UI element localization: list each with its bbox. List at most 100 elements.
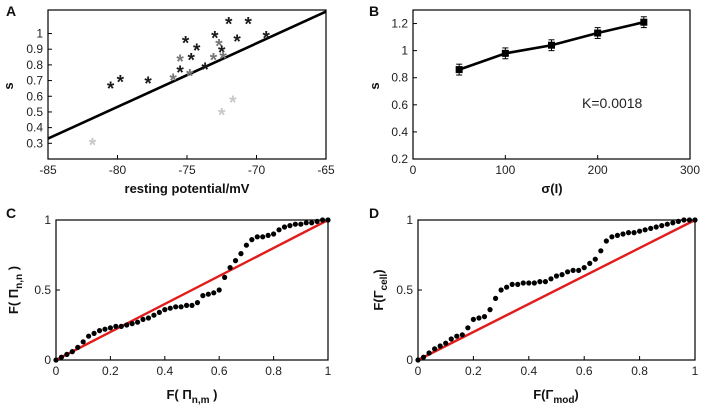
y-tick-label: 0.2 — [391, 152, 408, 166]
data-point — [598, 248, 604, 254]
asterisk-point: * — [210, 51, 218, 72]
data-point — [314, 218, 320, 224]
y-tick-label: 0.3 — [26, 136, 43, 150]
y-tick-label: 0 — [44, 353, 51, 367]
y-axis-label-d: F(Γcell) — [371, 269, 390, 310]
data-point — [309, 220, 315, 226]
data-point — [200, 293, 206, 299]
data-point — [675, 218, 681, 224]
data-point — [140, 316, 146, 322]
y-axis-label-d-main: F(Γ — [371, 290, 386, 310]
data-point — [205, 291, 211, 297]
data-point — [135, 319, 141, 325]
data-point — [265, 232, 271, 238]
x-tick-label: 0 — [415, 364, 422, 378]
data-point — [91, 330, 97, 336]
asterisk-point: * — [186, 66, 194, 87]
x-tick-label: 1 — [692, 364, 699, 378]
y-tick-label: 0.4 — [391, 125, 408, 139]
data-point — [594, 29, 602, 37]
data-point — [553, 273, 560, 279]
data-point — [298, 221, 304, 227]
data-point — [664, 221, 670, 227]
data-point — [86, 333, 92, 339]
y-tick-label: 0.4 — [26, 121, 43, 135]
data-point — [232, 258, 239, 264]
data-point — [603, 238, 609, 244]
data-point — [281, 224, 288, 230]
x-tick-label: 200 — [588, 163, 608, 177]
y-tick-label: 0.8 — [391, 71, 408, 85]
data-point — [481, 314, 488, 320]
data-point — [173, 304, 179, 310]
x-tick-label: 0.4 — [156, 364, 173, 378]
data-point — [564, 269, 571, 275]
asterisk-point: * — [218, 106, 226, 127]
data-point — [227, 265, 233, 271]
asterisk-point: * — [144, 74, 152, 95]
data-point — [470, 316, 476, 322]
data-point — [637, 228, 643, 234]
asterisk-point: * — [193, 41, 201, 62]
data-point — [659, 223, 665, 229]
data-point — [303, 220, 309, 226]
data-point — [559, 272, 565, 278]
asterisk-point: * — [169, 71, 177, 92]
data-point — [238, 251, 244, 257]
data-point — [53, 357, 59, 363]
data-point — [260, 234, 266, 240]
asterisk-point: * — [229, 93, 237, 114]
panel-label-b: B — [369, 3, 379, 19]
x-tick-label: -80 — [109, 163, 127, 177]
y-axis-label-c-main: F( Π — [6, 289, 21, 314]
asterisk-point: * — [219, 49, 227, 70]
data-point — [653, 224, 659, 230]
y-tick-label: 0 — [406, 353, 413, 367]
asterisk-point: * — [211, 29, 219, 50]
asterisk-point: * — [89, 135, 97, 156]
asterisk-point: * — [201, 60, 209, 81]
x-axis-label-d-main: F(Γ — [533, 387, 553, 402]
data-point — [64, 351, 70, 357]
x-tick-label: -65 — [317, 163, 335, 177]
data-point — [325, 217, 331, 223]
data-point — [194, 300, 201, 306]
data-point — [162, 307, 168, 313]
asterisk-point: * — [176, 52, 184, 73]
data-point — [455, 66, 463, 74]
annotation-k: K=0.0018 — [582, 95, 643, 111]
data-point — [531, 280, 537, 286]
y-axis-label-a: s — [1, 82, 16, 89]
reference-line — [417, 218, 696, 362]
x-tick-label: 0.2 — [102, 364, 119, 378]
data-point — [692, 217, 698, 223]
data-point — [670, 220, 676, 226]
y-tick-label: 0.7 — [26, 74, 43, 88]
asterisk-point: * — [225, 15, 233, 36]
y-axis-label-b: s — [367, 82, 382, 89]
asterisk-point: * — [233, 32, 241, 53]
data-point — [437, 343, 443, 349]
data-point — [254, 234, 260, 240]
panel-label-d: D — [369, 205, 379, 221]
data-point — [515, 281, 521, 287]
x-axis-label-c: F( Πn,m ) — [166, 387, 217, 406]
y-tick-label: 1.2 — [391, 17, 408, 31]
data-point — [69, 349, 75, 355]
data-point — [249, 237, 255, 243]
asterisk-point: * — [187, 51, 195, 72]
data-point — [520, 280, 526, 286]
y-tick-label: 0.6 — [391, 98, 408, 112]
x-tick-label: 0.4 — [520, 364, 537, 378]
data-point — [459, 332, 465, 338]
asterisk-point: * — [107, 79, 115, 100]
data-point — [151, 312, 157, 318]
panel-b: B 0.2 0.4 0.6 0.8 1 1.2 0 100 200 300 K=0.0018 σ… — [367, 3, 700, 196]
plot-frame-b — [412, 9, 691, 160]
x-tick-label: 300 — [680, 163, 700, 177]
data-point — [145, 315, 152, 321]
x-tick-label: 0.8 — [265, 364, 282, 378]
data-point — [686, 217, 693, 223]
asterisk-point: * — [215, 37, 223, 58]
data-point — [319, 217, 326, 223]
